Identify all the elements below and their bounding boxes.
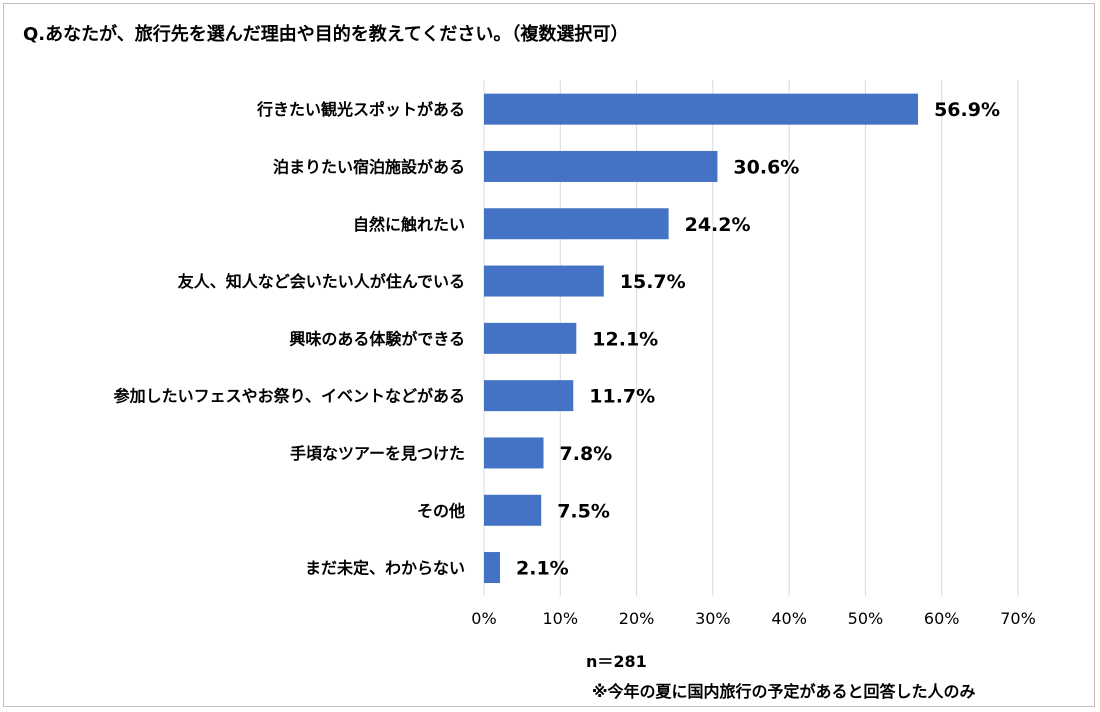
data-label: 7.8% (560, 443, 613, 465)
category-label: 興味のある体験ができる (289, 329, 465, 348)
data-label: 2.1% (516, 558, 569, 580)
x-tick-label: 60% (924, 609, 960, 628)
category-label: 行きたい観光スポットがある (256, 100, 465, 119)
category-label: その他 (417, 501, 465, 520)
category-label: 自然に触れたい (353, 215, 465, 234)
x-tick-label: 10% (543, 609, 579, 628)
data-label: 24.2% (685, 214, 751, 236)
data-label: 15.7% (620, 271, 686, 293)
bar (484, 208, 669, 240)
x-tick-label: 30% (695, 609, 731, 628)
gridlines (483, 80, 1019, 596)
bar (484, 494, 542, 526)
x-tick-label: 70% (1000, 609, 1036, 628)
bar (484, 93, 919, 125)
data-label: 11.7% (589, 386, 655, 408)
x-tick-label: 50% (848, 609, 884, 628)
bar (484, 437, 544, 469)
footnote: ※今年の夏に国内旅行の予定があると回答した人のみ (592, 682, 976, 701)
category-label: 友人、知人など会いたい人が住んでいる (178, 272, 465, 291)
bar (484, 380, 574, 412)
x-tick-label: 40% (771, 609, 807, 628)
data-label: 30.6% (733, 156, 799, 178)
category-label: 参加したいフェスやお祭り、イベントなどがある (114, 387, 465, 406)
x-tick-label: 0% (471, 609, 496, 628)
bar (484, 150, 718, 182)
category-label: 手頃なツアーを見つけた (290, 444, 465, 463)
data-label: 12.1% (592, 328, 658, 350)
category-label: 泊まりたい宿泊施設がある (273, 157, 465, 176)
bar (484, 265, 604, 297)
sample-size-note: n＝281 (586, 652, 647, 671)
bar (484, 322, 577, 354)
data-label: 7.5% (557, 500, 610, 522)
x-tick-label: 20% (619, 609, 655, 628)
chart-title: Q.あなたが、旅行先を選んだ理由や目的を教えてください。（複数選択可） (23, 24, 629, 45)
bar (484, 552, 501, 584)
category-label: まだ未定、わからない (305, 559, 465, 578)
labels: 0% 10% 20% 30% 40% 50% 60% 70% 行きたい観光スポットがある 56.9… (114, 99, 1036, 628)
data-label: 56.9% (934, 99, 1000, 121)
bars (484, 93, 919, 584)
